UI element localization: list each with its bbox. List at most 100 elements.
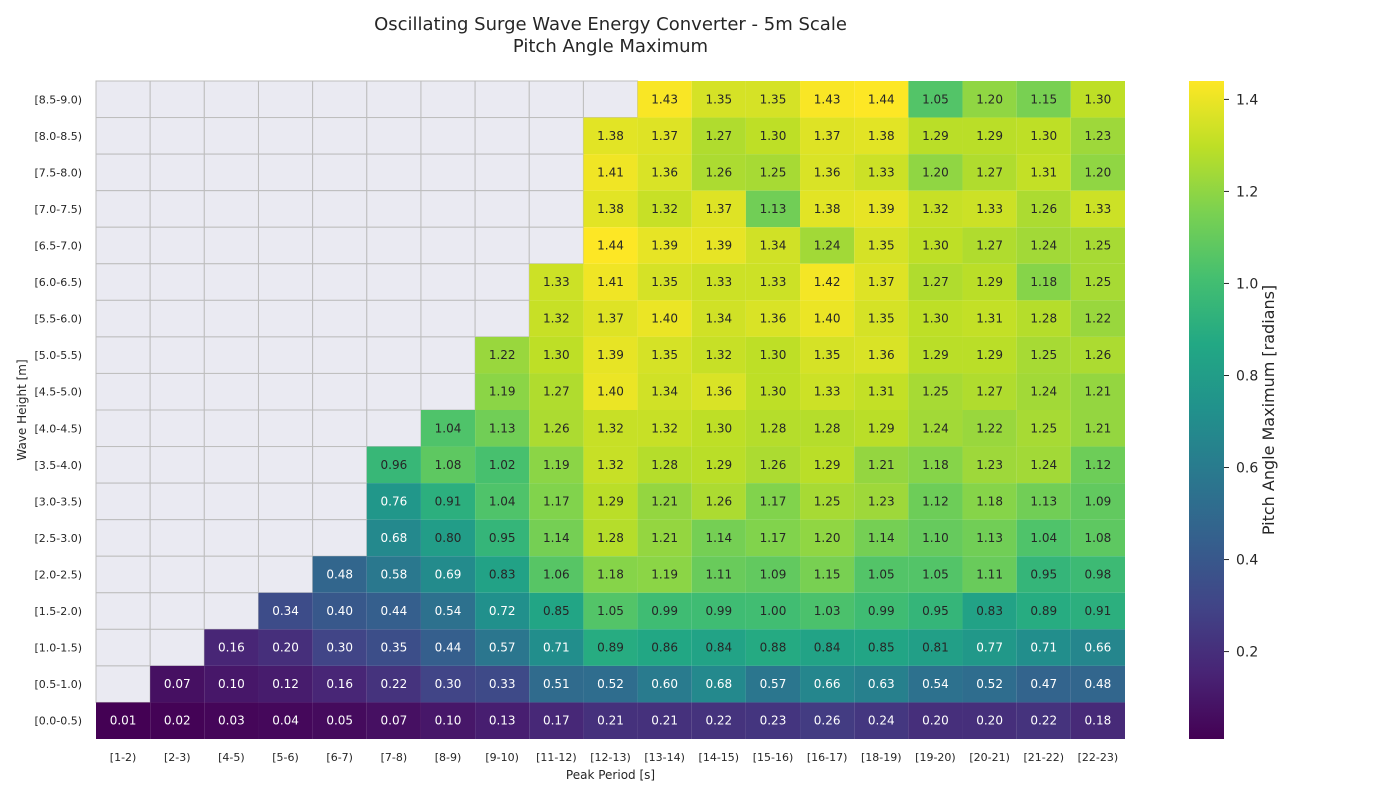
y-tick-label: [1.5-2.0) <box>34 605 82 618</box>
heatmap-cell <box>908 263 963 301</box>
x-tick-label: [21-22) <box>1023 751 1064 764</box>
cell-value-label: 1.29 <box>705 458 732 472</box>
heatmap-cell-empty <box>420 153 476 192</box>
cell-value-label: 1.21 <box>868 458 895 472</box>
cell-value-label: 0.26 <box>814 714 841 728</box>
x-tick-label: [9-10) <box>485 751 519 764</box>
heatmap-cell-empty <box>149 372 205 411</box>
cell-value-label: 1.21 <box>651 494 678 508</box>
y-tick-label: [0.0-0.5) <box>34 715 82 728</box>
heatmap-cell <box>258 592 313 630</box>
cell-value-label: 0.76 <box>381 494 408 508</box>
cell-value-label: 1.28 <box>1030 312 1057 326</box>
heatmap-cell <box>96 702 151 739</box>
heatmap-cell-empty <box>312 226 368 265</box>
cell-value-label: 0.66 <box>1085 641 1112 655</box>
cell-value-label: 1.08 <box>435 458 462 472</box>
heatmap-cell <box>800 263 855 301</box>
cell-value-label: 0.23 <box>760 714 787 728</box>
x-tick-label: [12-13) <box>590 751 631 764</box>
cell-value-label: 1.37 <box>868 275 895 289</box>
cell-value-label: 1.32 <box>651 202 678 216</box>
heatmap-cell <box>312 702 367 739</box>
heatmap-cell <box>962 81 1017 118</box>
y-tick-label: [7.0-7.5) <box>34 203 82 216</box>
cell-value-label: 1.15 <box>814 568 841 582</box>
heatmap-cell <box>800 556 855 593</box>
colorbar-tick-label: 1.0 <box>1236 276 1258 292</box>
heatmap-cell <box>691 263 746 301</box>
heatmap-cell <box>150 702 205 739</box>
heatmap-cell <box>745 519 801 557</box>
heatmap-cell <box>583 446 638 484</box>
heatmap-cell <box>745 446 801 484</box>
heatmap-cell <box>1070 483 1125 520</box>
x-tick-label: [16-17) <box>807 751 848 764</box>
heatmap-cell-empty <box>257 409 314 448</box>
heatmap-cell <box>691 81 746 118</box>
cell-value-label: 0.68 <box>381 531 408 545</box>
heatmap-cell <box>583 117 638 155</box>
heatmap-cell <box>583 665 638 703</box>
cell-value-label: 1.26 <box>760 458 787 472</box>
cell-value-label: 1.33 <box>705 275 732 289</box>
heatmap-cell <box>583 300 638 337</box>
heatmap-cell <box>691 410 746 447</box>
heatmap-cell <box>529 300 584 337</box>
heatmap-cell-empty <box>366 153 422 192</box>
cell-value-label: 0.52 <box>976 677 1003 691</box>
heatmap-cell <box>529 556 584 593</box>
heatmap-cell-empty <box>149 519 205 557</box>
heatmap-cell <box>962 592 1017 630</box>
heatmap-cell <box>908 336 963 374</box>
y-tick-label: [6.0-6.5) <box>34 276 82 289</box>
cell-value-label: 0.98 <box>1085 568 1112 582</box>
heatmap-cell-empty <box>420 80 476 119</box>
colorbar-tick-label: 0.2 <box>1236 645 1258 661</box>
cell-value-label: 1.31 <box>868 385 895 399</box>
heatmap-cell-empty <box>474 117 530 155</box>
cell-value-label: 0.89 <box>597 641 624 655</box>
cell-value-label: 1.30 <box>1030 129 1057 143</box>
heatmap-cell <box>962 336 1017 374</box>
heatmap-cell <box>475 702 530 739</box>
heatmap-cell <box>908 702 963 739</box>
heatmap-cell-empty <box>95 446 151 484</box>
heatmap-cell <box>962 665 1017 703</box>
heatmap-cell <box>1070 117 1125 155</box>
y-tick-label: [4.5-5.0) <box>34 386 82 399</box>
heatmap-cell <box>366 483 421 520</box>
cell-value-label: 1.36 <box>705 385 732 399</box>
heatmap-cell <box>691 117 746 155</box>
cell-value-label: 1.09 <box>760 568 787 582</box>
cell-value-label: 1.08 <box>1085 531 1112 545</box>
cell-value-label: 1.37 <box>814 129 841 143</box>
heatmap-cell <box>529 665 584 703</box>
heatmap-cell-empty <box>312 446 368 484</box>
heatmap-cell <box>800 410 855 447</box>
cell-value-label: 1.02 <box>489 458 516 472</box>
heatmap-cell <box>908 373 963 410</box>
cell-value-label: 1.04 <box>489 494 516 508</box>
cell-value-label: 0.84 <box>705 641 732 655</box>
cell-value-label: 1.22 <box>976 421 1003 435</box>
heatmap-cell-empty <box>203 372 259 411</box>
cell-value-label: 1.03 <box>814 604 841 618</box>
cell-value-label: 0.91 <box>1085 604 1112 618</box>
heatmap-cell <box>420 592 476 630</box>
cell-value-label: 0.81 <box>922 641 949 655</box>
cell-value-label: 1.18 <box>597 568 624 582</box>
heatmap-cell <box>908 665 963 703</box>
heatmap-cell <box>420 446 476 484</box>
cell-value-label: 0.03 <box>218 714 245 728</box>
heatmap-cell <box>312 629 367 666</box>
heatmap-cell <box>475 665 530 703</box>
heatmap-cell <box>908 190 963 228</box>
cell-value-label: 1.32 <box>922 202 949 216</box>
cell-value-label: 0.01 <box>110 714 137 728</box>
heatmap-cell <box>800 81 855 118</box>
heatmap-cell <box>1070 519 1125 557</box>
cell-value-label: 1.27 <box>976 385 1003 399</box>
cell-value-label: 1.39 <box>651 239 678 253</box>
heatmap-cell <box>637 629 692 666</box>
